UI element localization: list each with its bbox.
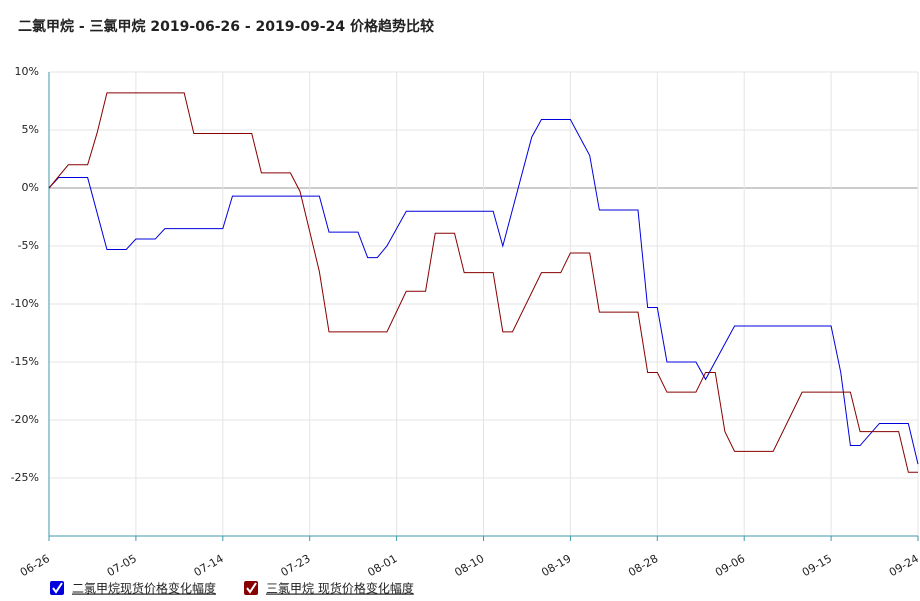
x-tick-label: 09-24 [887, 552, 920, 579]
x-tick-label: 07-14 [192, 552, 226, 579]
y-tick-label: -15% [11, 355, 39, 368]
y-tick-label: -20% [11, 413, 39, 426]
y-tick-label: -25% [11, 471, 39, 484]
y-tick-label: 5% [22, 123, 39, 136]
y-tick-label: 0% [22, 181, 39, 194]
legend-check[interactable] [246, 582, 257, 594]
chart-title: 二氯甲烷 - 三氯甲烷 2019-06-26 - 2019-09-24 价格趋势… [18, 18, 434, 35]
x-tick-label: 06-26 [18, 552, 52, 579]
y-tick-label: 10% [15, 65, 39, 78]
legend-label[interactable]: 三氯甲烷 现货价格变化幅度 [266, 581, 414, 596]
legend-check[interactable] [52, 582, 63, 594]
x-tick-label: 08-01 [365, 552, 399, 579]
x-tick-label: 07-05 [105, 552, 139, 579]
y-tick-label: -5% [18, 239, 39, 252]
x-tick-label: 09-06 [713, 552, 747, 579]
x-tick-label: 09-15 [800, 552, 834, 579]
x-tick-label: 07-23 [279, 552, 313, 579]
legend-label[interactable]: 二氯甲烷现货价格变化幅度 [72, 581, 216, 596]
x-tick-label: 08-10 [452, 552, 486, 579]
series-line [48, 119, 919, 465]
x-tick-label: 08-28 [626, 552, 660, 579]
x-tick-label: 08-19 [539, 552, 573, 579]
series-line [48, 92, 918, 473]
y-tick-label: -10% [11, 297, 39, 310]
